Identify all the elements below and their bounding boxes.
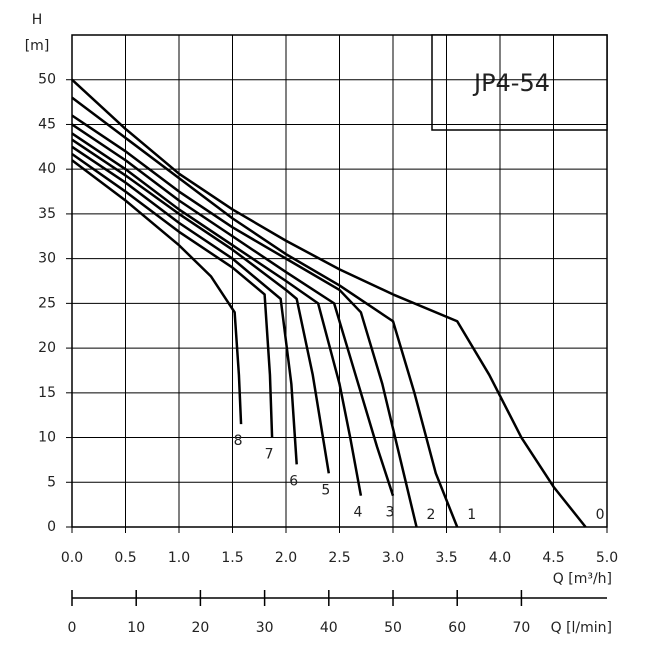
y-axis-label: H	[32, 12, 43, 28]
curve-label: 4	[353, 505, 362, 521]
y-tick-label: 30	[38, 251, 56, 267]
y-tick-label: 10	[38, 430, 56, 446]
x2-tick-label: 20	[191, 620, 209, 636]
x-tick-label: 1.5	[221, 550, 243, 566]
y-tick-label: 40	[38, 161, 56, 177]
curve-label: 2	[427, 507, 436, 523]
y-tick-label: 50	[38, 72, 56, 88]
curve-label: 8	[234, 433, 243, 449]
x-tick-label: 2.0	[275, 550, 297, 566]
y-tick-label: 35	[38, 206, 56, 222]
curve	[71, 78, 587, 528]
y-tick-label: 45	[38, 116, 56, 132]
x-tick-label: 4.5	[542, 550, 564, 566]
curve	[71, 159, 243, 425]
y-tick-label: 20	[38, 340, 56, 356]
y-tick-label: 5	[47, 474, 56, 490]
y-tick-label: 0	[47, 519, 56, 535]
curve	[71, 123, 395, 497]
curve-label: 7	[265, 447, 274, 463]
y-axis-unit: [m]	[25, 38, 50, 54]
curve	[71, 132, 363, 496]
x-tick-label: 3.5	[435, 550, 457, 566]
x2-tick-label: 70	[513, 620, 531, 636]
y-tick-label: 25	[38, 295, 56, 311]
x-tick-label: 5.0	[596, 550, 618, 566]
x2-tick-label: 40	[320, 620, 338, 636]
curve	[71, 96, 459, 528]
x2-tick-label: 30	[256, 620, 274, 636]
x2-axis-label: Q [l/min]	[551, 620, 612, 636]
curve	[71, 114, 418, 528]
curve-label: 6	[289, 473, 298, 489]
x2-tick-label: 60	[448, 620, 466, 636]
x-axis-label: Q [m³/h]	[553, 571, 612, 587]
y-tick-label: 15	[38, 385, 56, 401]
x-tick-label: 0.5	[114, 550, 136, 566]
curve-label: 5	[321, 482, 330, 498]
curve-label: 1	[467, 507, 476, 523]
x-tick-label: 0.0	[61, 550, 83, 566]
x2-tick-label: 0	[68, 620, 77, 636]
curve-label: 3	[386, 505, 395, 521]
chart-title: JP4-54	[472, 69, 550, 97]
curve	[71, 145, 298, 465]
curve	[71, 152, 274, 438]
x2-tick-label: 10	[127, 620, 145, 636]
x2-tick-label: 50	[384, 620, 402, 636]
x-tick-label: 1.0	[168, 550, 190, 566]
x-tick-label: 2.5	[328, 550, 350, 566]
x-tick-label: 4.0	[489, 550, 511, 566]
x-tick-label: 3.0	[382, 550, 404, 566]
title-box	[431, 34, 608, 131]
curve	[71, 138, 331, 474]
curve-label: 0	[596, 507, 605, 523]
